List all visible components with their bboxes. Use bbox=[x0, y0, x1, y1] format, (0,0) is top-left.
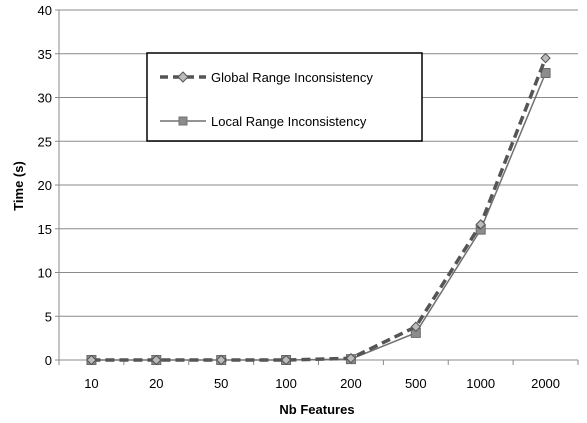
data-point-local bbox=[540, 68, 551, 78]
data-point-global bbox=[410, 321, 422, 332]
x-tick-label: 20 bbox=[149, 376, 163, 391]
data-point-global bbox=[540, 52, 551, 64]
y-tick-label: 35 bbox=[38, 47, 52, 62]
y-tick-label: 40 bbox=[38, 3, 52, 18]
legend-marker-square bbox=[178, 116, 188, 126]
y-tick-label: 0 bbox=[45, 353, 52, 368]
legend-label-local: Local Range Inconsistency bbox=[211, 114, 367, 129]
legend-label-global: Global Range Inconsistency bbox=[211, 70, 373, 85]
legend: Global Range Inconsistency Local Range I… bbox=[146, 52, 423, 142]
data-point-global bbox=[475, 219, 486, 230]
legend-box bbox=[146, 52, 423, 142]
x-tick-label: 10 bbox=[84, 376, 98, 391]
y-axis-title: Time (s) bbox=[11, 161, 26, 211]
data-point-global bbox=[345, 353, 357, 364]
data-point-global bbox=[280, 354, 292, 366]
x-tick-label: 2000 bbox=[531, 376, 560, 391]
legend-marker-diamond bbox=[177, 71, 189, 83]
y-tick-label: 15 bbox=[38, 222, 52, 237]
x-tick-labels: 10 20 50 100 200 500 1000 2000 bbox=[84, 376, 560, 391]
y-tick-label: 25 bbox=[38, 134, 52, 149]
data-point-global bbox=[215, 354, 227, 366]
y-tick-label: 10 bbox=[38, 266, 52, 281]
x-tick-label: 1000 bbox=[466, 376, 495, 391]
data-series bbox=[86, 52, 551, 366]
data-point-global bbox=[86, 354, 97, 366]
y-tick-label: 5 bbox=[45, 309, 52, 324]
data-point-global bbox=[151, 354, 162, 366]
y-tick-labels: 0 5 10 15 20 25 30 35 40 bbox=[38, 3, 52, 368]
x-axis-title: Nb Features bbox=[279, 402, 354, 417]
x-tick-label: 100 bbox=[275, 376, 297, 391]
x-tick-label: 200 bbox=[340, 376, 362, 391]
y-tick-label: 20 bbox=[38, 178, 52, 193]
x-tick-label: 50 bbox=[214, 376, 228, 391]
series-line-global bbox=[91, 57, 548, 362]
x-tick-label: 500 bbox=[405, 376, 427, 391]
y-tick-label: 30 bbox=[38, 91, 52, 106]
